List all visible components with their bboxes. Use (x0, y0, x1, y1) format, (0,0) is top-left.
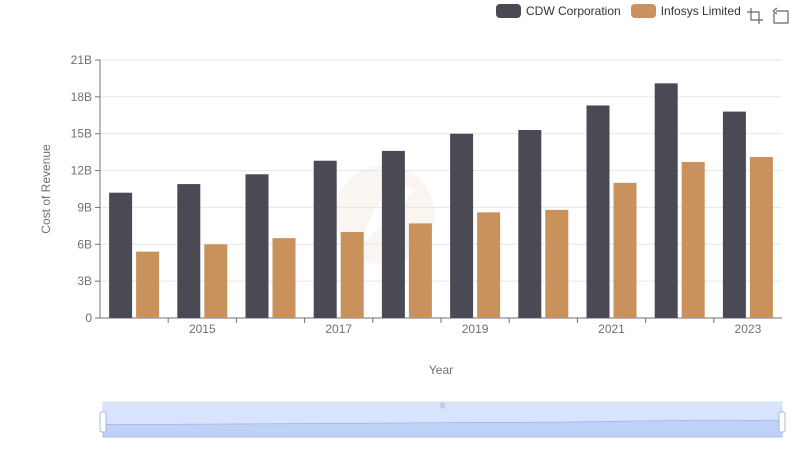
datazoom-handle-right[interactable] (778, 411, 786, 433)
legend-swatch-cdw (496, 4, 521, 18)
bar-infosys-2020[interactable] (545, 209, 569, 318)
bar-cdw-2017[interactable] (313, 160, 337, 318)
y-tick-label: 15B (71, 127, 92, 141)
bar-infosys-2023[interactable] (749, 157, 773, 318)
datazoom-grip: ||| (440, 403, 445, 409)
bar-cdw-2023[interactable] (722, 111, 746, 318)
y-tick-label: 6B (77, 237, 92, 251)
bar-cdw-2016[interactable] (245, 174, 269, 318)
x-tick-label: 2021 (598, 322, 625, 336)
x-tick-label: 2019 (462, 322, 489, 336)
x-tick-label: 2015 (189, 322, 216, 336)
bar-cdw-2018[interactable] (381, 150, 405, 318)
x-tick-label: 2023 (735, 322, 762, 336)
y-axis-title: Cost of Revenue (39, 144, 53, 234)
legend-item-cdw[interactable]: CDW Corporation (496, 4, 621, 18)
bar-cdw-2014[interactable] (109, 192, 133, 318)
bar-infosys-2016[interactable] (272, 238, 296, 318)
bar-infosys-2021[interactable] (613, 182, 637, 318)
legend: CDW Corporation Infosys Limited (496, 4, 751, 18)
y-tick-label: 21B (71, 53, 92, 67)
legend-label-infosys: Infosys Limited (660, 4, 741, 18)
y-tick-label: 0 (85, 311, 92, 325)
legend-item-infosys[interactable]: Infosys Limited (630, 4, 741, 18)
bar-cdw-2020[interactable] (518, 130, 542, 318)
bar-cdw-2019[interactable] (450, 133, 474, 318)
bar-infosys-2015[interactable] (204, 244, 228, 318)
bar-cdw-2015[interactable] (177, 184, 201, 318)
x-axis-title: Year (429, 363, 453, 377)
legend-swatch-infosys (630, 4, 656, 18)
y-tick-label: 3B (77, 274, 92, 288)
zoom-select-icon[interactable] (746, 7, 764, 25)
bar-infosys-2019[interactable] (477, 212, 501, 318)
bar-infosys-2014[interactable] (136, 251, 160, 318)
bar-infosys-2017[interactable] (340, 232, 364, 318)
y-tick-label: 18B (71, 90, 92, 104)
x-tick-label: 2017 (325, 322, 352, 336)
datazoom-handle-left[interactable] (99, 411, 107, 433)
bar-infosys-2022[interactable] (681, 161, 705, 318)
bar-cdw-2021[interactable] (586, 105, 610, 318)
datazoom-move-handle[interactable] (103, 402, 782, 408)
bar-infosys-2018[interactable] (408, 223, 432, 318)
y-tick-label: 12B (71, 164, 92, 178)
legend-label-cdw: CDW Corporation (526, 4, 621, 18)
zoom-reset-icon[interactable] (772, 7, 790, 25)
bar-cdw-2022[interactable] (654, 83, 678, 318)
toolbox (746, 7, 798, 25)
y-tick-label: 9B (77, 200, 92, 214)
